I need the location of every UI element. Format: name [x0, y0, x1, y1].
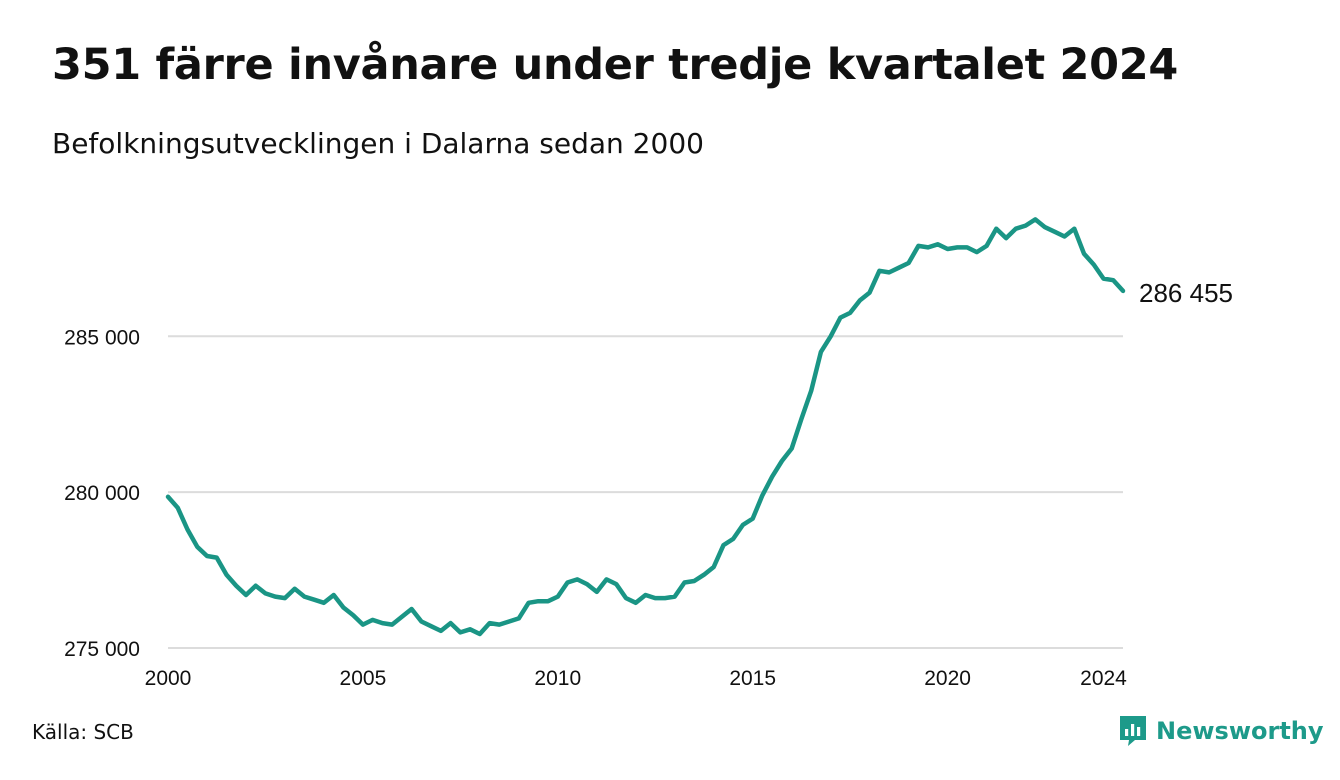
y-axis: 275 000 280 000 285 000 — [64, 326, 140, 661]
series-group — [165, 217, 1126, 637]
y-tick-label: 275 000 — [64, 638, 140, 661]
y-tick-label: 280 000 — [64, 482, 140, 505]
source-label: Källa: SCB — [32, 720, 134, 744]
end-value-label: 286 455 — [1139, 278, 1233, 308]
x-tick-label: 2005 — [340, 667, 387, 690]
y-tick-label: 285 000 — [64, 326, 140, 349]
x-tick-label: 2024 — [1080, 667, 1127, 690]
x-tick-label: 2000 — [145, 667, 192, 690]
brand-logo[interactable]: Newsworthy — [1118, 714, 1324, 748]
x-axis: 2000 2005 2010 2015 2020 2024 — [145, 667, 1128, 690]
gridlines — [168, 335, 1123, 649]
chart-title: 351 färre invånare under tredje kvartale… — [52, 40, 1179, 90]
x-tick-label: 2020 — [924, 667, 971, 690]
end-label-group: 286 455 — [1139, 278, 1233, 308]
chart-subtitle: Befolkningsutvecklingen i Dalarna sedan … — [52, 127, 704, 160]
series-line — [165, 217, 1126, 637]
brand-name: Newsworthy — [1156, 717, 1324, 745]
x-tick-label: 2015 — [729, 667, 776, 690]
x-tick-label: 2010 — [534, 667, 581, 690]
newsworthy-logo-icon — [1120, 716, 1146, 746]
